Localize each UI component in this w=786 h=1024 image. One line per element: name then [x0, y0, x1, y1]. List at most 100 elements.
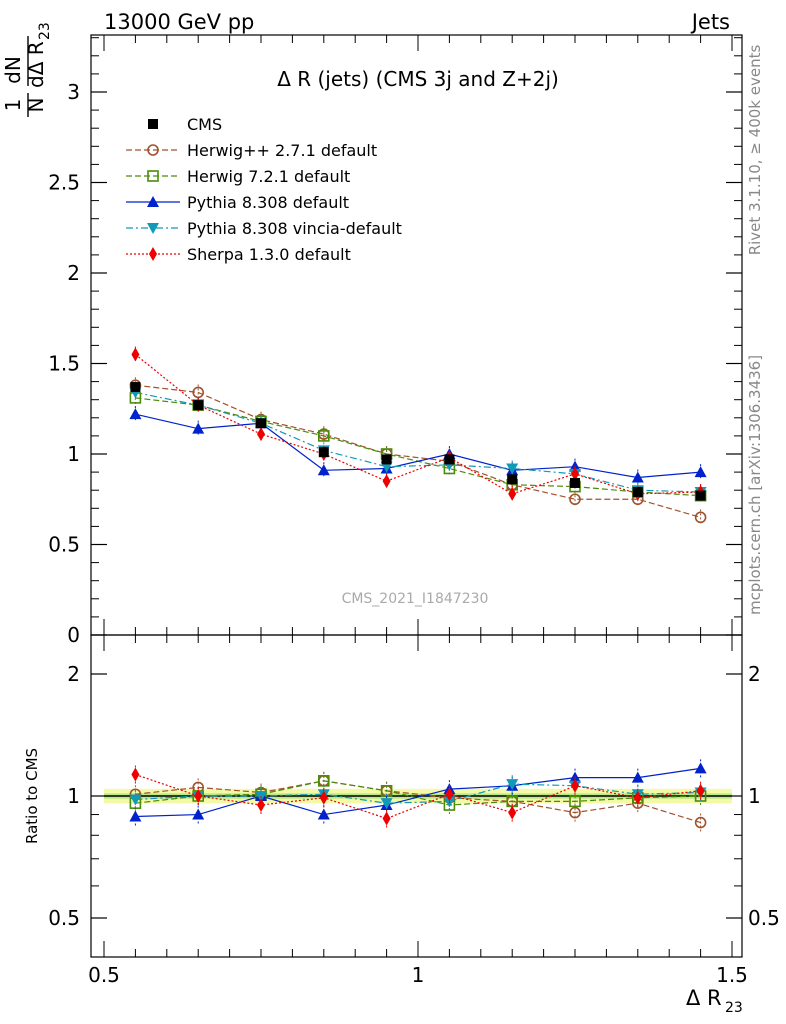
- ratio-point: [445, 787, 454, 802]
- x-axis-label: Δ R 23: [686, 986, 743, 1016]
- ylabel-one: 1: [1, 99, 25, 112]
- ratio-point: [569, 795, 581, 808]
- data-point: [130, 382, 141, 393]
- main-ytick-label: 3: [67, 80, 80, 104]
- ratio-ytick-label: 2: [67, 662, 80, 686]
- data-point: [257, 427, 265, 442]
- legend-label: Sherpa 1.3.0 default: [187, 245, 351, 264]
- header-energy-label: 13000 GeV pp: [104, 10, 254, 34]
- ratio-point: [194, 789, 203, 803]
- rivet-version-label: Rivet 3.1.10, ≥ 400k events: [746, 45, 764, 256]
- ylabel-sub: 23: [37, 22, 53, 40]
- ratio-axes: 0.5 0.5 1 1 2 2 0.5 1 1.5: [48, 635, 780, 987]
- legend-label: Pythia 8.308 default: [187, 193, 349, 212]
- xlabel-sub: 23: [725, 1000, 743, 1016]
- legend-entry-sherpa-1-3-0-default: Sherpa 1.3.0 default: [126, 245, 351, 264]
- mcplots-label: mcplots.cern.ch [arXiv:1306.3436]: [746, 355, 764, 615]
- data-point: [571, 466, 579, 481]
- main-ytick-label: 0: [67, 623, 80, 647]
- ratio-series-line: [135, 780, 701, 806]
- ratio-point: [192, 808, 205, 820]
- data-point: [507, 474, 518, 485]
- header-process-label: Jets: [690, 10, 730, 34]
- legend-entry-pythia-8-308-vincia-default: Pythia 8.308 vincia-default: [126, 219, 402, 238]
- xlabel-text: Δ R: [686, 986, 722, 1010]
- legend-marker: [147, 144, 159, 156]
- ratio-ytick-label: 0.5: [48, 906, 80, 930]
- ratio-series-group: [129, 759, 707, 832]
- series-line: [135, 391, 701, 493]
- data-point: [317, 430, 330, 442]
- data-point: [131, 347, 140, 362]
- series-line: [135, 397, 701, 497]
- data-point: [193, 400, 204, 411]
- xtick-label: 1: [412, 963, 425, 987]
- plot-title: Δ R (jets) (CMS 3j and Z+2j): [277, 67, 559, 91]
- data-point: [569, 493, 581, 506]
- legend-marker: [147, 170, 159, 182]
- legend-marker: [148, 119, 158, 129]
- ratio-point: [382, 811, 391, 826]
- ratio-point: [129, 810, 142, 822]
- ratio-series-line: [135, 767, 701, 818]
- ratio-series-line: [135, 773, 701, 820]
- analysis-watermark: CMS_2021_I1847230: [342, 591, 489, 607]
- ratio-point: [696, 783, 705, 798]
- ratio-point: [319, 790, 328, 805]
- ratio-ytick-label-right: 0.5: [748, 906, 780, 930]
- series-herwig-2-7-1-default: [129, 377, 707, 526]
- data-point: [508, 486, 517, 501]
- ratio-point: [506, 779, 519, 791]
- data-point: [317, 464, 330, 476]
- series-pythia-8-308-vincia-default: [129, 384, 707, 501]
- ratio-point: [569, 806, 581, 819]
- ratio-point: [633, 790, 642, 805]
- series-herwig-7-2-1-default: [129, 389, 707, 504]
- ratio-ytick-label-right: 1: [748, 784, 761, 808]
- data-point: [382, 474, 391, 489]
- ratio-point: [631, 771, 644, 783]
- data-point: [694, 466, 707, 478]
- ylabel-dn: dN: [1, 56, 25, 84]
- data-point: [256, 418, 266, 429]
- ratio-ylabel: Ratio to CMS: [23, 748, 41, 844]
- legend-entry-pythia-8-308-default: Pythia 8.308 default: [126, 193, 349, 212]
- main-ytick-label: 1: [67, 442, 80, 466]
- ylabel-n: N: [24, 98, 48, 113]
- xtick-label: 1.5: [716, 963, 748, 987]
- series-cms: [130, 382, 706, 501]
- ratio-point: [257, 798, 265, 813]
- data-point: [570, 477, 580, 488]
- series-line: [135, 384, 701, 518]
- main-axes: 0 0.5 1 1.5 2 2.5 3: [48, 35, 742, 647]
- legend-label: Pythia 8.308 vincia-default: [187, 219, 402, 238]
- legend: CMS Herwig++ 2.7.1 default Herwig 7.2.1 de…: [126, 115, 402, 264]
- data-point: [381, 454, 392, 465]
- data-point: [631, 471, 644, 483]
- ratio-ytick-label-right: 2: [748, 662, 761, 686]
- series-pythia-8-308-default: [129, 406, 707, 486]
- legend-label: CMS: [187, 115, 222, 134]
- legend-marker: [147, 196, 159, 207]
- legend-marker: [147, 223, 159, 234]
- ratio-series-line: [135, 780, 701, 824]
- ratio-ytick-label: 1: [67, 784, 80, 808]
- series-line: [135, 353, 701, 495]
- xtick-label: 0.5: [88, 963, 120, 987]
- data-point: [192, 422, 205, 434]
- series-sherpa-1-3-0-default: [131, 346, 705, 502]
- legend-entry-cms: CMS: [148, 115, 222, 134]
- ratio-point: [508, 805, 517, 820]
- main-ytick-label: 0.5: [48, 533, 80, 557]
- legend-marker: [149, 247, 157, 261]
- data-point: [694, 511, 707, 524]
- ratio-point: [694, 816, 707, 829]
- data-point: [318, 447, 329, 458]
- ratio-point: [694, 762, 707, 774]
- legend-entry-herwig-2-7-1-default: Herwig++ 2.7.1 default: [126, 141, 377, 160]
- ratio-point: [317, 808, 330, 820]
- data-point: [506, 463, 519, 475]
- ratio-series-sherpa-1-3-0-default: [131, 765, 705, 828]
- ratio-point: [380, 798, 393, 810]
